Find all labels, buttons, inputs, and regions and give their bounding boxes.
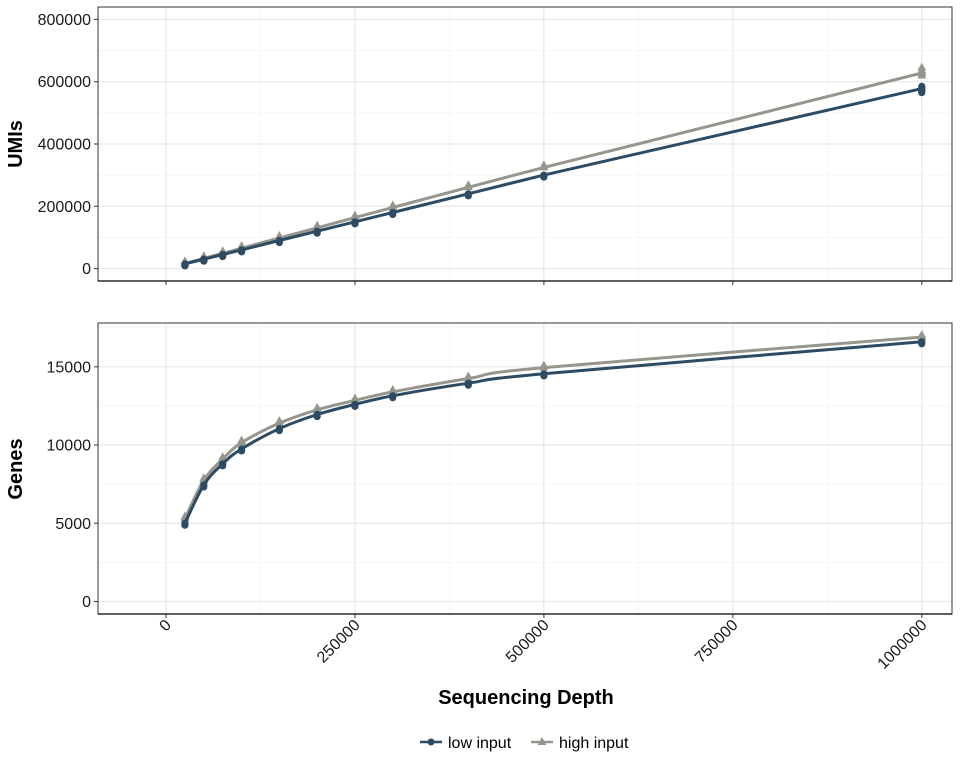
data-point-low	[464, 381, 472, 389]
y-axis-title-umis: UMIs	[5, 120, 27, 168]
data-point-low	[200, 483, 208, 491]
data-point-low	[540, 372, 548, 380]
series-line-high	[184, 71, 923, 265]
data-point-high	[917, 62, 927, 71]
panel-umis: 0 200000 400000 600000 800000	[38, 6, 953, 285]
data-point-high	[274, 416, 284, 425]
data-point-low	[275, 427, 283, 435]
data-point-high	[388, 384, 398, 393]
data-point-low	[918, 340, 926, 348]
data-point-high	[237, 435, 247, 444]
legend-high-label: high input	[559, 735, 629, 752]
data-point-low	[351, 402, 359, 410]
data-point-high	[539, 160, 549, 169]
data-point-low	[540, 173, 548, 181]
data-point-low	[200, 257, 208, 265]
data-point-high	[388, 200, 398, 209]
data-point-low	[389, 394, 397, 402]
y-tick-label: 10000	[47, 438, 92, 455]
data-point-high	[312, 402, 322, 411]
series-line-low	[183, 340, 922, 524]
x-tick-label: 750000	[692, 617, 742, 667]
data-point-high	[350, 210, 360, 219]
data-point-low	[181, 262, 189, 270]
data-point-low	[219, 252, 227, 261]
data-point-low	[313, 412, 321, 421]
data-point-high	[350, 393, 360, 402]
y-axis-title-genes: Genes	[5, 438, 27, 499]
x-tick-label: 500000	[503, 617, 553, 667]
y-tick-label: 800000	[38, 12, 91, 29]
y-tick-label: 0	[82, 261, 91, 278]
data-point-high	[917, 330, 927, 339]
legend-high-swatch-marker	[537, 737, 547, 745]
y-tick-label: 200000	[38, 199, 91, 216]
data-point-high	[218, 452, 228, 461]
data-point-low	[351, 220, 359, 228]
data-point-low	[219, 462, 227, 470]
y-tick-label: 0	[82, 594, 91, 611]
panel-genes: 0 5000 10000 15000 0 250000 500000 750000 100000…	[47, 322, 953, 673]
data-point-low	[181, 521, 189, 529]
data-point-high	[539, 360, 549, 369]
data-point-low	[237, 447, 246, 455]
data-point-low	[313, 229, 321, 237]
x-axis-title: Sequencing Depth	[438, 687, 614, 709]
data-point-low	[275, 238, 283, 247]
data-point-low	[464, 192, 472, 200]
series-line-high	[183, 335, 922, 520]
x-tick-label: 1000000	[875, 617, 931, 673]
legend: low input high input	[420, 735, 629, 752]
x-tick-label: 0	[157, 617, 175, 635]
y-tick-label: 15000	[47, 359, 92, 376]
legend-low-label: low input	[448, 735, 512, 752]
data-point-high	[463, 180, 473, 189]
legend-low-swatch-marker	[427, 738, 435, 746]
data-point-low	[918, 82, 926, 90]
y-tick-label: 5000	[55, 516, 91, 533]
data-point-high	[274, 231, 284, 240]
data-point-low	[237, 248, 246, 256]
data-point-high	[312, 220, 322, 229]
data-point-low	[389, 210, 397, 219]
x-tick-label: 250000	[314, 617, 364, 667]
y-tick-label: 600000	[38, 74, 91, 91]
data-point-high	[463, 371, 473, 380]
y-tick-label: 400000	[38, 137, 91, 154]
